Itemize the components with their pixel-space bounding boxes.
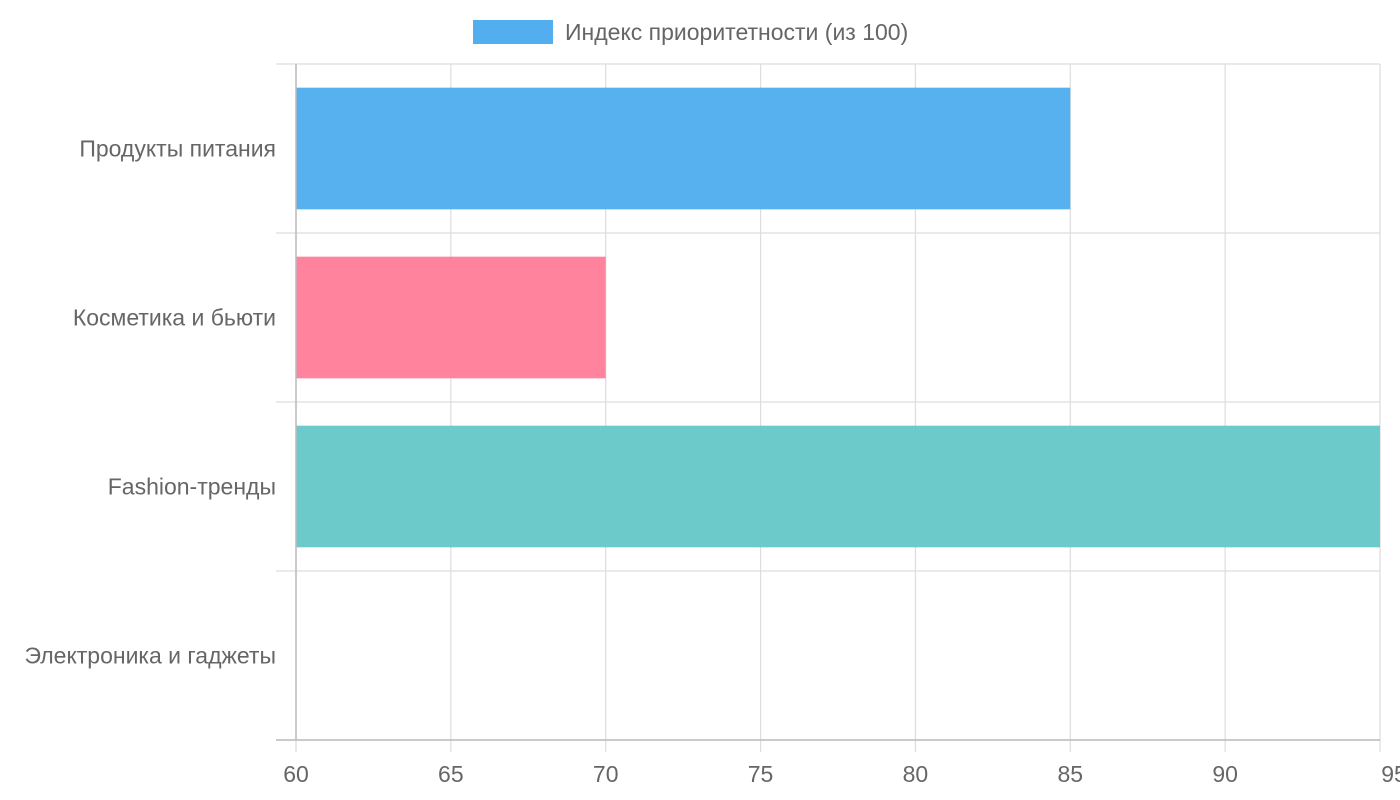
category-labels: Продукты питания Косметика и бьюти Fashion…	[24, 136, 276, 669]
legend-swatch	[473, 20, 553, 44]
axes	[276, 64, 1380, 741]
legend[interactable]: Индекс приоритетности (из 100)	[473, 18, 908, 46]
category-label: Косметика и бьюти	[73, 305, 276, 331]
x-tick-label: 65	[438, 761, 464, 787]
x-tick-label: 90	[1212, 761, 1238, 787]
bars	[296, 87, 1380, 548]
category-label: Электроника и гаджеты	[24, 643, 276, 669]
x-tick-label: 75	[748, 761, 774, 787]
bar[interactable]	[296, 256, 606, 379]
x-tick-label: 85	[1057, 761, 1083, 787]
bar[interactable]	[296, 87, 1071, 210]
x-tick-label: 70	[593, 761, 619, 787]
x-tick-label: 80	[903, 761, 929, 787]
category-label: Fashion-тренды	[108, 474, 276, 500]
x-tick-labels: 60 65 70 75 80 85 90 95	[283, 761, 1400, 787]
legend-label: Индекс приоритетности (из 100)	[565, 18, 909, 45]
bar[interactable]	[296, 425, 1380, 548]
x-tick-label: 60	[283, 761, 309, 787]
category-label: Продукты питания	[79, 136, 276, 162]
x-tick-label: 95	[1381, 761, 1400, 787]
